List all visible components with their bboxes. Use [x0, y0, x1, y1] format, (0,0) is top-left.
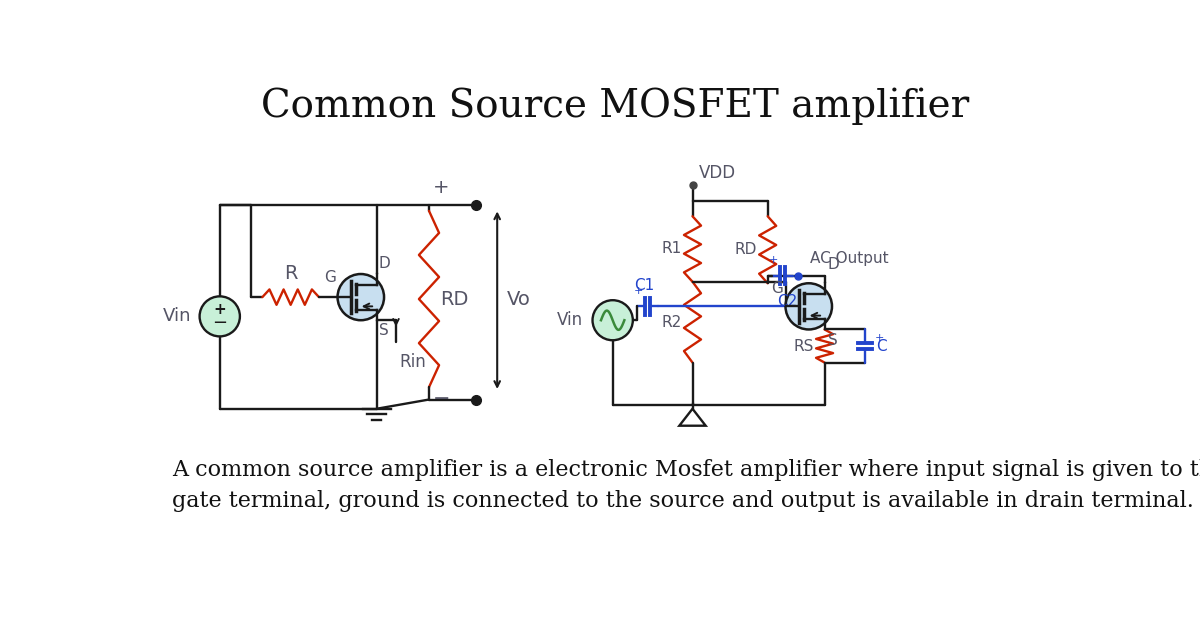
Text: RS: RS — [793, 338, 814, 354]
Text: −: − — [212, 314, 227, 332]
Text: R: R — [284, 264, 298, 283]
Text: S: S — [379, 323, 389, 338]
Text: +: + — [875, 333, 884, 342]
Text: AC Output: AC Output — [810, 251, 889, 266]
Text: Vo: Vo — [506, 290, 530, 308]
Text: gate terminal, ground is connected to the source and output is available in drai: gate terminal, ground is connected to th… — [172, 490, 1194, 512]
Text: Vin: Vin — [162, 307, 191, 325]
Text: Vin: Vin — [557, 311, 583, 329]
Text: G: G — [324, 270, 336, 285]
Text: +: + — [769, 255, 778, 265]
Circle shape — [593, 300, 632, 340]
Text: R1: R1 — [661, 242, 682, 256]
Text: RD: RD — [440, 290, 469, 308]
Text: G: G — [772, 281, 784, 296]
Text: +: + — [214, 302, 226, 317]
Text: R2: R2 — [661, 315, 682, 330]
Circle shape — [337, 274, 384, 320]
Text: +: + — [433, 178, 449, 197]
Text: C: C — [876, 338, 887, 354]
Text: −: − — [433, 389, 450, 409]
Text: VDD: VDD — [698, 165, 736, 182]
Text: D: D — [379, 256, 391, 271]
Circle shape — [199, 296, 240, 337]
Text: RD: RD — [734, 242, 757, 257]
Text: Common Source MOSFET amplifier: Common Source MOSFET amplifier — [260, 88, 970, 125]
Text: C2: C2 — [776, 294, 797, 309]
Text: D: D — [828, 257, 840, 273]
Text: C1: C1 — [635, 278, 654, 293]
Circle shape — [786, 283, 832, 330]
Text: Rin: Rin — [400, 352, 427, 371]
Text: +: + — [634, 286, 643, 296]
Text: S: S — [828, 333, 838, 347]
Text: A common source amplifier is a electronic Mosfet amplifier where input signal is: A common source amplifier is a electroni… — [172, 459, 1200, 481]
